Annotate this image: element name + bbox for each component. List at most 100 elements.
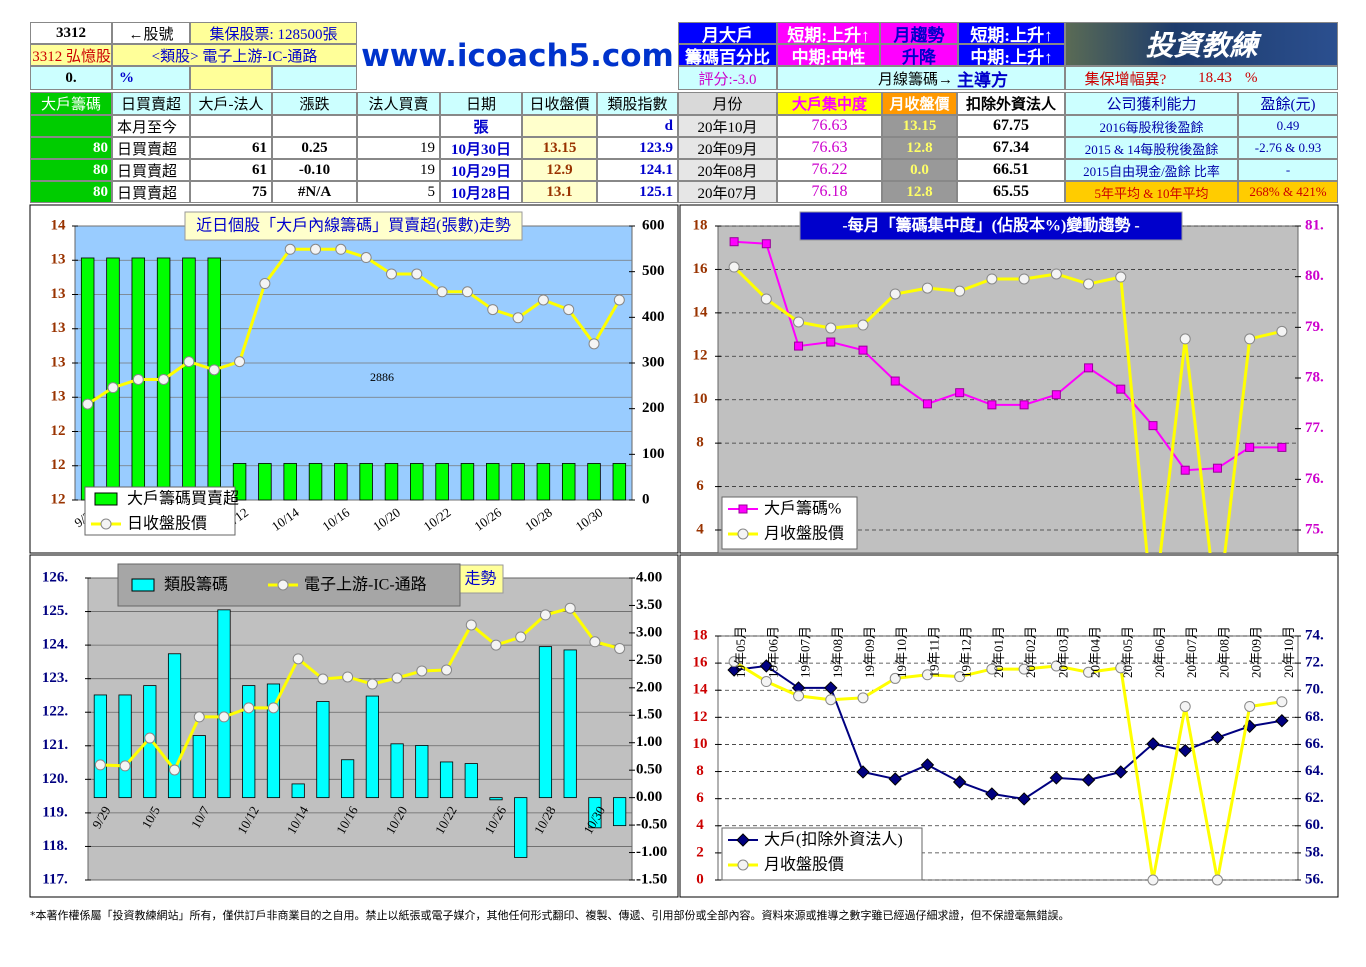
y2-tick-label: 600 — [642, 217, 665, 233]
point — [563, 304, 575, 316]
bar — [464, 763, 478, 799]
point — [144, 732, 156, 744]
table-header: 月收盤價 — [882, 92, 957, 115]
point — [1050, 660, 1062, 672]
bar — [207, 257, 221, 501]
point — [119, 760, 131, 772]
bar — [415, 745, 429, 799]
legend-label: 大戶籌碼買賣超 — [127, 490, 239, 508]
point — [952, 775, 967, 789]
point — [857, 692, 869, 704]
y-tick-label: 121. — [42, 737, 69, 753]
point — [310, 243, 322, 255]
y-tick-label: 126. — [42, 569, 69, 585]
bar — [486, 463, 500, 501]
point — [465, 619, 477, 631]
point — [1211, 874, 1223, 886]
pct-unit: % — [112, 66, 190, 90]
table-header: 日收盤價 — [522, 92, 597, 115]
table-cell: 61 — [190, 159, 272, 181]
table-cell: 2015 & 14每股稅後盈餘 — [1065, 137, 1238, 159]
point — [1146, 737, 1160, 751]
bar — [538, 646, 553, 799]
blank-cell — [190, 66, 272, 90]
point — [335, 243, 347, 255]
y2-tick-label: 60. — [1305, 817, 1324, 833]
y-tick-label: 6 — [696, 478, 704, 494]
legend-label: 大戶(扣除外資法人) — [764, 831, 903, 849]
y-tick-label: 6 — [696, 790, 704, 806]
logo: 投資教練 — [1065, 22, 1338, 66]
bar — [613, 797, 627, 827]
y-tick-label: 119. — [42, 804, 68, 820]
table-cell: d — [597, 115, 678, 137]
y-tick-label: 12 — [51, 423, 66, 439]
y2-tick-label: 70. — [1305, 682, 1324, 698]
table-cell — [522, 115, 597, 137]
table-cell — [357, 115, 440, 137]
y-tick-label: 122. — [42, 704, 69, 720]
point — [825, 694, 837, 706]
table-cell: 80 — [30, 181, 112, 203]
y2-tick-label: 3.00 — [636, 624, 662, 640]
table-cell: 5 — [357, 181, 440, 203]
bar — [291, 783, 305, 799]
point — [794, 341, 804, 351]
table-cell: 13.1 — [522, 181, 597, 203]
table-cell: 20年10月 — [678, 115, 777, 137]
y2-tick-label: 200 — [642, 400, 665, 416]
x-tick-label: 19年12月 — [959, 626, 974, 678]
y2-tick-label: 76. — [1305, 471, 1324, 487]
x-tick-label: 19年11月 — [926, 626, 941, 678]
point — [416, 665, 428, 677]
table-header: 月份 — [678, 92, 777, 115]
bar — [588, 797, 602, 829]
growth: 18.43 — [1185, 66, 1245, 90]
short-mid: 中期:中性 — [777, 44, 880, 66]
point — [728, 656, 740, 668]
table-cell: 日買賣超 — [112, 137, 190, 159]
y-tick-label: 13 — [51, 252, 66, 268]
table-cell: 76.63 — [777, 115, 882, 137]
y2-tick-label: -0.50 — [636, 817, 667, 833]
point — [1049, 771, 1064, 785]
point — [589, 636, 601, 648]
point — [888, 772, 902, 786]
point — [759, 659, 774, 673]
bar — [410, 463, 424, 501]
point — [760, 676, 772, 688]
y-tick-label: 4 — [696, 521, 704, 537]
table-cell: -2.76 & 0.93 — [1238, 137, 1338, 159]
bar — [561, 463, 576, 501]
table-cell: 0.25 — [272, 137, 357, 159]
point — [858, 345, 868, 355]
blank-cell — [272, 66, 357, 90]
point — [1114, 765, 1128, 779]
point — [234, 356, 246, 368]
table-cell — [272, 115, 357, 137]
point — [1277, 442, 1287, 452]
point — [1244, 700, 1256, 712]
legend-box — [721, 827, 923, 881]
x-tick-label: 19年05月 — [733, 626, 748, 678]
bar — [232, 463, 247, 501]
table-header: 類股指數 — [597, 92, 678, 115]
point — [1212, 463, 1222, 473]
point — [537, 294, 549, 306]
table-cell: 19 — [357, 137, 440, 159]
table-cell: 5年平均 & 10年平均 — [1065, 181, 1238, 203]
bar — [587, 463, 601, 501]
table-cell: 10月30日 — [440, 137, 522, 159]
y2-tick-label: 62. — [1305, 790, 1324, 806]
bar — [118, 694, 132, 799]
point — [490, 639, 502, 651]
trend: 升降 — [880, 44, 958, 66]
table-cell: 67.34 — [957, 137, 1065, 159]
point — [1083, 278, 1095, 290]
chart-title: 近日個股「大戶內線籌碼」買賣超(張數)走勢 — [196, 217, 511, 235]
point — [1148, 421, 1158, 431]
x-tick-label: 20年05月 — [1120, 626, 1135, 678]
point — [1180, 465, 1190, 475]
bar — [192, 735, 206, 799]
x-tick-label: 20年07月 — [1184, 626, 1199, 678]
